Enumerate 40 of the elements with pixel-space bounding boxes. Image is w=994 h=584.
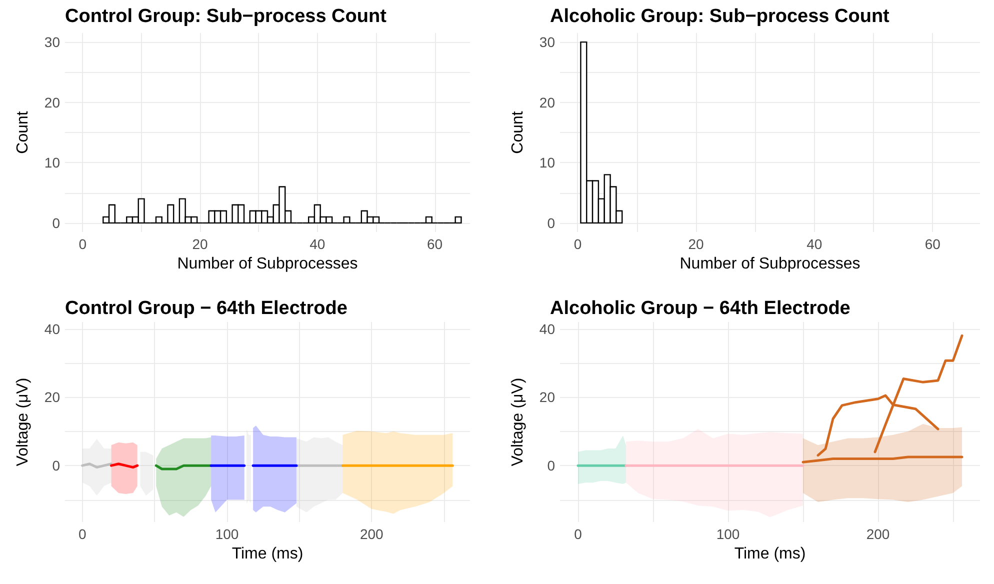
chart-title: Alcoholic Group: Sub−process Count (550, 6, 890, 27)
y-tick-label: 0 (52, 458, 60, 474)
x-tick-label: 0 (78, 526, 86, 542)
x-axis-title: Number of Subprocesses (177, 256, 358, 272)
chart-title: Alcoholic Group − 64th Electrode (550, 298, 850, 319)
y-axis-title: Voltage (μV) (510, 378, 526, 466)
x-tick-label: 0 (78, 236, 87, 252)
y-tick-label: 20 (539, 389, 556, 406)
x-tick-label: 0 (574, 526, 582, 542)
x-tick-label: 200 (360, 526, 384, 542)
y-axis-title: Voltage (μV) (14, 378, 32, 466)
x-tick-label: 100 (215, 526, 239, 542)
y-tick-label: 20 (44, 389, 60, 406)
x-tick-label: 20 (192, 236, 208, 252)
x-tick-label: 60 (426, 236, 443, 252)
y-tick-label: 0 (547, 214, 556, 231)
y-tick-label: 0 (547, 458, 556, 474)
y-tick-label: 30 (539, 34, 556, 50)
y-axis-title: Count (510, 110, 526, 154)
chart-title: Control Group − 64th Electrode (65, 298, 348, 319)
y-tick-label: 0 (52, 214, 60, 231)
y-tick-label: 10 (539, 154, 556, 171)
x-tick-label: 40 (310, 236, 326, 252)
y-tick-label: 30 (44, 34, 60, 50)
y-tick-label: 40 (44, 320, 60, 337)
x-tick-label: 60 (924, 236, 941, 252)
y-tick-label: 40 (539, 320, 556, 337)
y-axis-title: Count (14, 110, 32, 154)
x-axis-title: Number of Subprocesses (680, 256, 860, 272)
y-tick-label: 20 (44, 94, 60, 110)
x-axis-title: Time (ms) (232, 546, 304, 562)
x-axis-title: Time (ms) (734, 546, 806, 562)
chart-title: Control Group: Sub−process Count (65, 6, 388, 27)
y-tick-label: 10 (44, 154, 60, 171)
x-tick-label: 200 (866, 526, 890, 542)
y-tick-label: 20 (539, 94, 556, 110)
x-tick-label: 0 (574, 236, 582, 252)
x-tick-label: 100 (716, 526, 740, 542)
x-tick-label: 20 (688, 236, 704, 252)
x-tick-label: 40 (806, 236, 822, 252)
